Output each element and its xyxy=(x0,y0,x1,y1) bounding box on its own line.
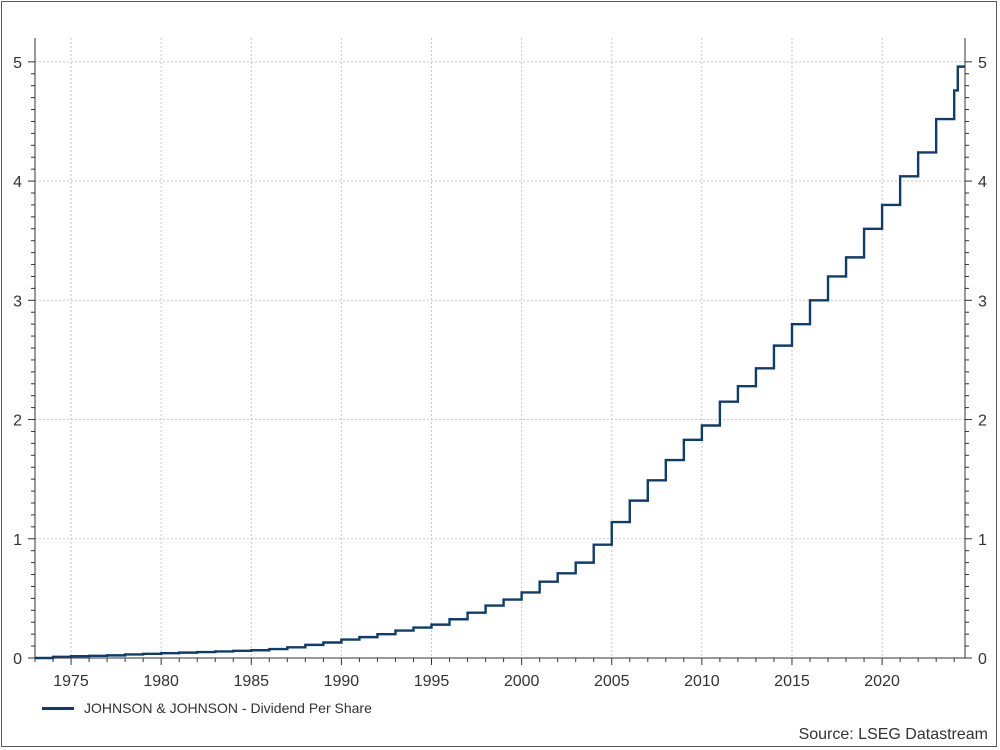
axes xyxy=(34,38,966,659)
y-tick-label-left: 3 xyxy=(13,293,22,310)
x-tick-label: 2020 xyxy=(864,673,900,690)
y-tick-label-left: 5 xyxy=(13,55,22,72)
series-line-dividend-per-share xyxy=(35,65,965,660)
y-tick-label-left: 2 xyxy=(13,413,22,430)
x-tick-label: 1995 xyxy=(414,673,450,690)
y-tick-label-right: 4 xyxy=(978,174,987,191)
tick-marks xyxy=(28,61,972,665)
y-tick-label-right: 1 xyxy=(978,532,987,549)
x-tick-label: 1980 xyxy=(143,673,179,690)
legend: JOHNSON & JOHNSON - Dividend Per Share xyxy=(42,700,372,716)
y-tick-label-left: 0 xyxy=(13,651,22,668)
x-tick-label: 1975 xyxy=(53,673,89,690)
y-tick-label-right: 3 xyxy=(978,293,987,310)
tick-labels: 0 0 1 1 2 2 3 3 4 4 5 5 1975 1980 1985 1990 1995 2000 2005… xyxy=(13,55,987,690)
x-tick-label: 2005 xyxy=(594,673,630,690)
x-tick-label: 1990 xyxy=(324,673,360,690)
source-note: Source: LSEG Datastream xyxy=(798,726,988,743)
legend-label: JOHNSON & JOHNSON - Dividend Per Share xyxy=(84,700,372,716)
plot-series xyxy=(35,65,965,660)
y-tick-label-right: 5 xyxy=(978,55,987,72)
x-tick-label: 1985 xyxy=(233,673,269,690)
x-tick-label: 2015 xyxy=(774,673,810,690)
y-tick-label-left: 4 xyxy=(13,174,22,191)
grid-lines xyxy=(35,38,965,658)
x-tick-label: 2000 xyxy=(504,673,540,690)
y-tick-label-right: 0 xyxy=(978,651,987,668)
y-tick-label-left: 1 xyxy=(13,532,22,549)
x-tick-label: 2010 xyxy=(684,673,720,690)
y-tick-label-right: 2 xyxy=(978,413,987,430)
legend-swatch xyxy=(42,706,74,710)
